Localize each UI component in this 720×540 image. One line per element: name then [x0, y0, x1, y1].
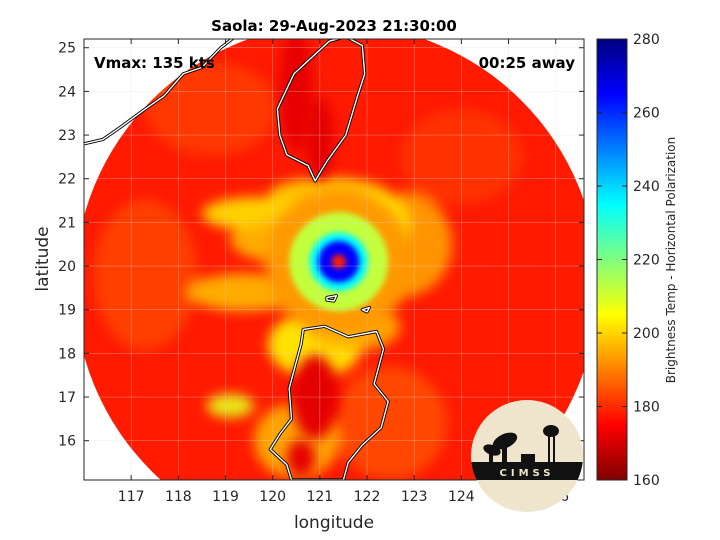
water-tower-icon [543, 425, 559, 437]
coastline-china [84, 39, 234, 145]
coastline-luzon [269, 325, 389, 480]
y-tick-label: 16 [58, 434, 76, 450]
y-tick-label: 22 [58, 172, 76, 188]
vmax-annotation: Vmax: 135 kts [94, 54, 215, 72]
y-tick-label: 17 [58, 390, 76, 406]
y-tick-label: 19 [58, 303, 76, 319]
grid-lines [84, 39, 584, 480]
convection-band [93, 199, 198, 351]
cimss-logo: CIMSS [471, 400, 583, 512]
x-tick-label: 119 [212, 489, 239, 505]
y-tick-label: 25 [58, 41, 76, 57]
x-tick-label: 121 [306, 489, 333, 505]
y-axis-label: latitude [33, 226, 53, 291]
storm-core [265, 188, 412, 335]
colorbar-tick-label: 260 [633, 106, 660, 122]
x-tick-label: 124 [448, 489, 475, 505]
satellite-dish-icon [492, 432, 518, 450]
colorbar-tick-label: 160 [633, 473, 660, 489]
x-tick-label: 122 [354, 489, 381, 505]
convection-band [206, 393, 254, 418]
plot-frame [83, 38, 585, 481]
y-tick-label: 18 [58, 346, 76, 362]
y-axis-ticks: 16 17 18 19 20 21 22 23 24 25 [58, 41, 584, 450]
plot-area [84, 39, 584, 480]
time-away-annotation: 00:25 away [479, 54, 576, 72]
colorbar-tick-label: 220 [633, 253, 660, 269]
land-warm-area [286, 439, 316, 478]
colorbar-tick-label: 280 [633, 32, 660, 48]
x-axis-label: longitude [294, 513, 374, 533]
coastlines [84, 39, 390, 480]
x-tick-label: 118 [165, 489, 192, 505]
convection-band [334, 366, 448, 480]
y-tick-label: 23 [58, 128, 76, 144]
coastline-taiwan [276, 39, 366, 182]
coastline-islet [326, 295, 338, 302]
coastline-islet2 [361, 306, 371, 313]
y-tick-label: 24 [58, 84, 76, 100]
x-tick-label: 117 [118, 489, 145, 505]
y-tick-label: 21 [58, 215, 76, 231]
colorbar-tick-label: 240 [633, 179, 660, 195]
colorbar-tick-label: 180 [633, 400, 660, 416]
storm-eye [331, 254, 346, 269]
y-tick-label: 20 [58, 259, 76, 275]
colorbar-tick-label: 200 [633, 326, 660, 342]
x-tick-label: 120 [259, 489, 286, 505]
chart-title: Saola: 29-Aug-2023 21:30:00 [211, 17, 457, 35]
logo-text: CIMSS [500, 468, 555, 479]
x-tick-label: 123 [401, 489, 428, 505]
colorbar-label: Brightness Temp - Horizontal Polarizatio… [664, 137, 678, 384]
colorbar: 160 180 200 220 240 260 280 Brightness Temp - … [596, 32, 678, 489]
colorbar-ticks: 160 180 200 220 240 260 280 [597, 32, 660, 489]
